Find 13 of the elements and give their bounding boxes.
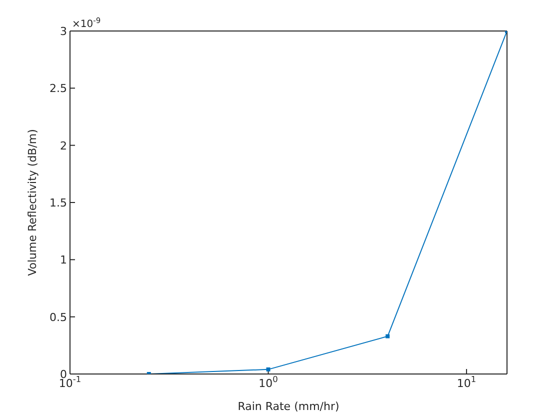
point	[266, 367, 270, 372]
y-tick-label: 2	[60, 139, 67, 152]
y-tick-label: 3	[60, 25, 67, 38]
y-tick-label: 0.5	[50, 310, 67, 324]
point	[386, 334, 390, 338]
x-axis-title: Rain Rate (mm/hr)	[238, 400, 340, 413]
x-tick-label: 10$^{1}$	[456, 374, 476, 390]
y-tick-label: 1	[60, 254, 67, 267]
y-tick-label: 2.5	[50, 82, 67, 96]
y-axis-title: Volume Reflectivity (dB/m)	[26, 129, 39, 276]
y-tick-label: 1.5	[50, 196, 67, 210]
x-tick-label: 10$^{0}$	[258, 374, 278, 390]
text: ×10$^{-9}$	[72, 16, 101, 30]
